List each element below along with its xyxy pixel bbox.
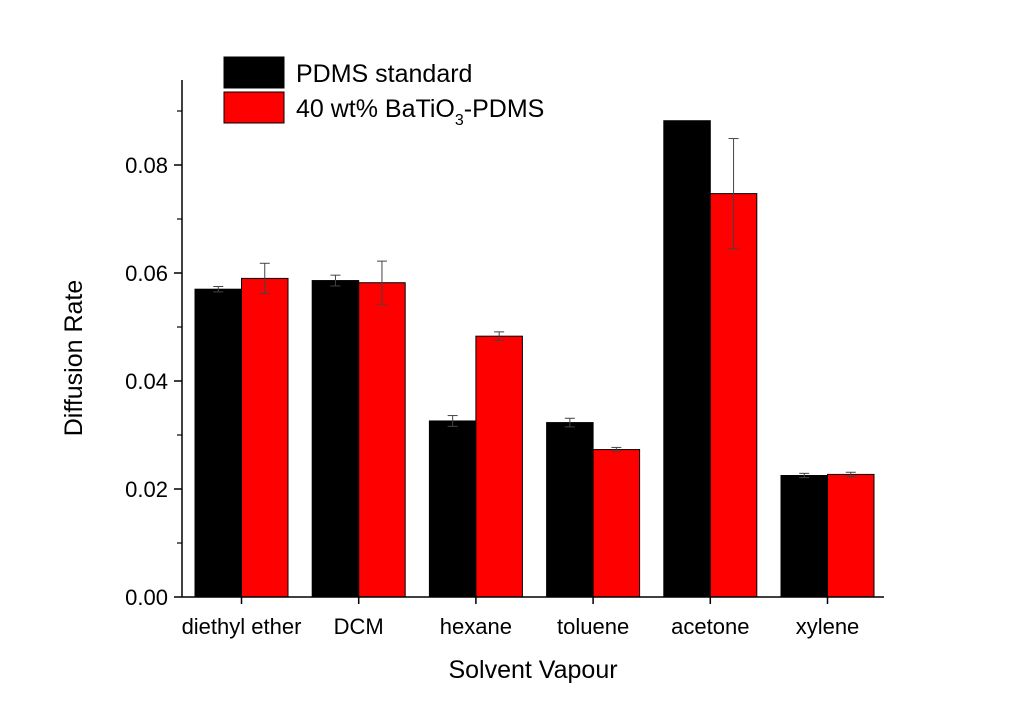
x-ticks-group: diethyl ether DCM hexane toluene acetone xyle… (182, 597, 860, 639)
y-tick-label: 0.00 (125, 585, 168, 610)
x-tick-label: diethyl ether (182, 614, 302, 639)
bar-pdms-standard-acetone (663, 120, 711, 598)
legend: PDMS standard 40 wt% BaTiO3-PDMS (223, 56, 544, 129)
bar-pdms-standard-xylene (780, 475, 828, 598)
x-tick-label: acetone (671, 614, 749, 639)
bar-pdms-standard-toluene (546, 422, 594, 598)
y-tick-label: 0.02 (125, 477, 168, 502)
bar-batio3-pdms-diethyl-ether (241, 277, 289, 598)
x-tick-label: xylene (796, 614, 860, 639)
bar-pdms-standard-diethyl-ether (194, 288, 242, 598)
bars-group (194, 120, 875, 598)
bar-batio3-pdms-xylene (827, 473, 875, 598)
x-tick-label: DCM (334, 614, 384, 639)
legend-label-batio3-pdms: 40 wt% BaTiO3-PDMS (296, 95, 544, 129)
bar-batio3-pdms-toluene (592, 449, 641, 598)
bar-batio3-pdms-hexane (475, 335, 523, 598)
bar-pdms-standard-hexane (428, 420, 477, 598)
bar-pdms-standard-DCM (311, 280, 360, 598)
y-tick-label: 0.04 (125, 369, 168, 394)
y-ticks-group: 0.00 0.02 0.04 0.06 0.08 (125, 110, 182, 610)
legend-swatch-batio3-pdms (223, 91, 285, 124)
x-tick-label: toluene (557, 614, 629, 639)
bar-batio3-pdms-DCM (358, 282, 406, 598)
legend-label-pdms-standard: PDMS standard (296, 60, 472, 88)
legend-swatch-pdms-standard (223, 56, 285, 89)
y-tick-label: 0.06 (125, 261, 168, 286)
x-axis-title: Solvent Vapour (448, 656, 617, 684)
y-tick-label: 0.08 (125, 153, 168, 178)
error-bars-group (213, 138, 856, 479)
bar-batio3-pdms-acetone (709, 193, 758, 598)
x-tick-label: hexane (440, 614, 512, 639)
y-axis-title: Diffusion Rate (60, 280, 88, 437)
